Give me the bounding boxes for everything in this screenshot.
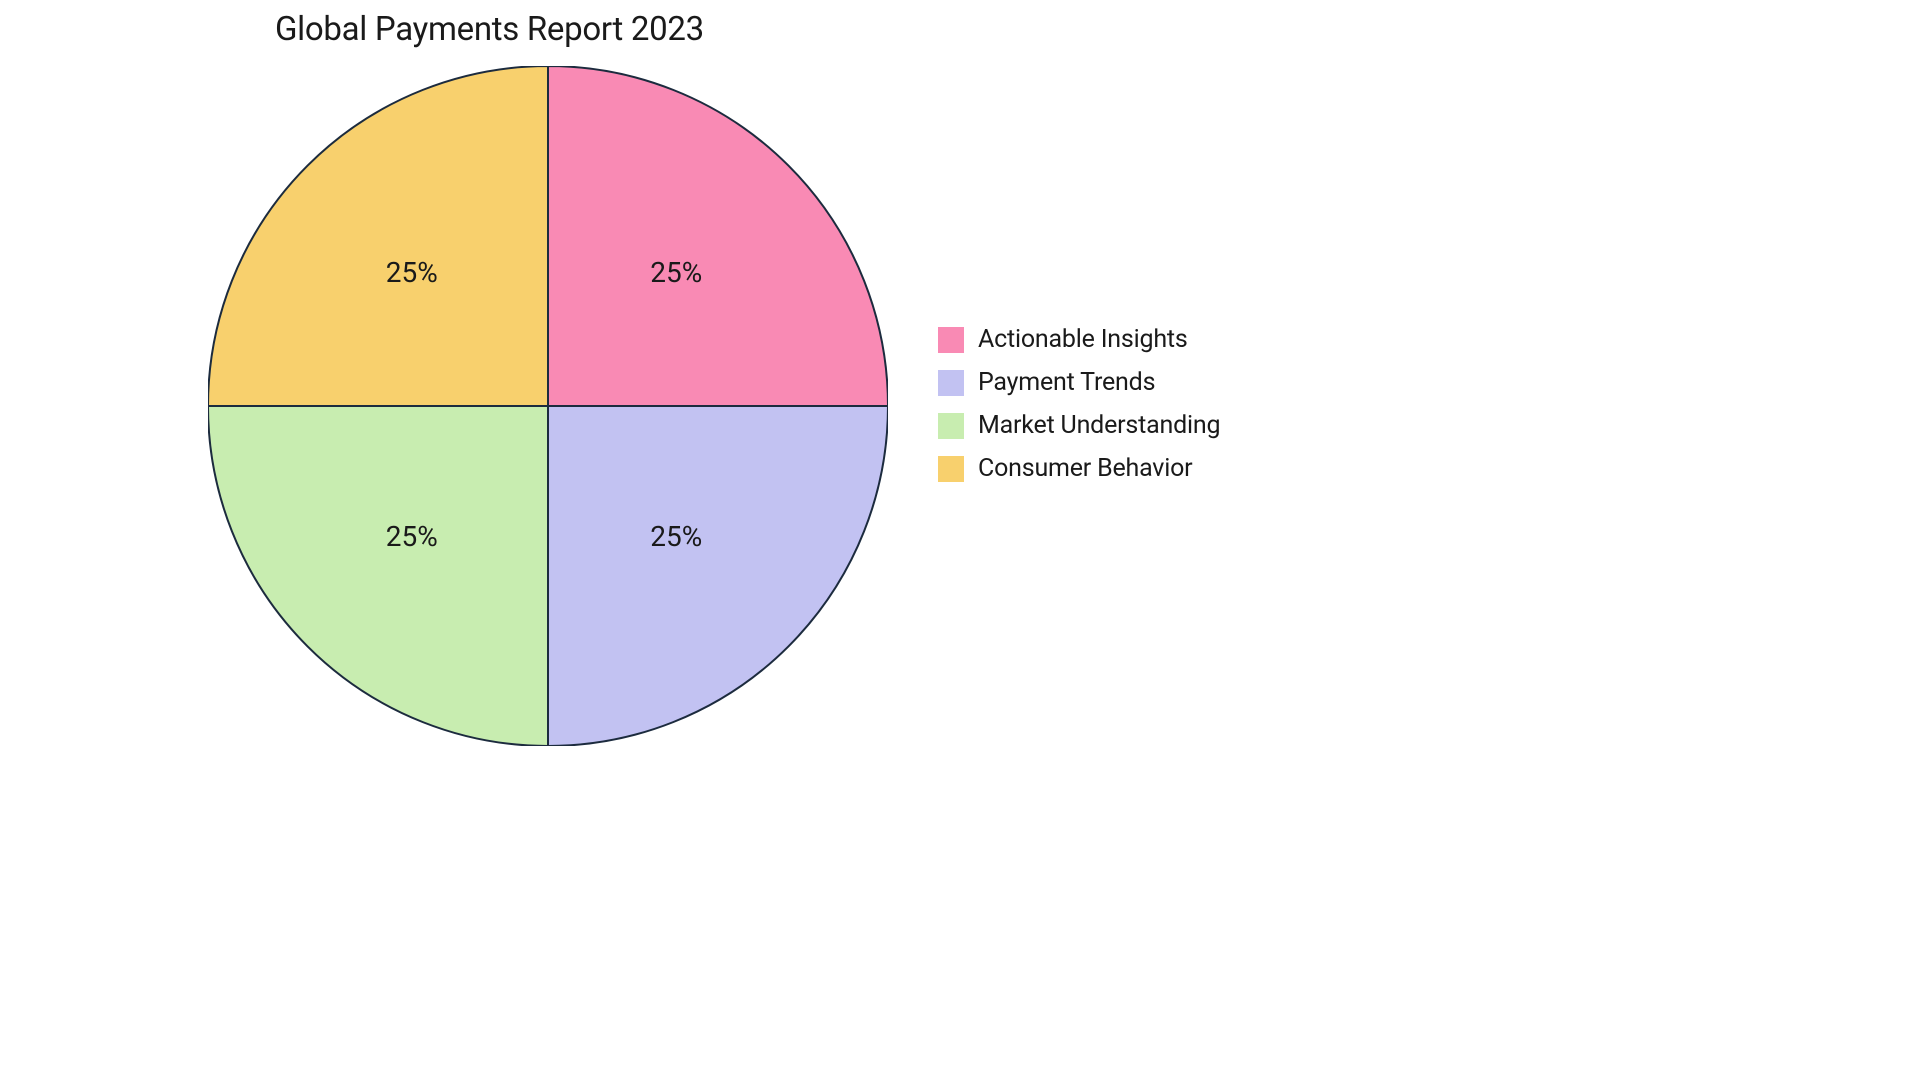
pie-chart: Global Payments Report 2023 25% 25% 25% 25%…	[0, 0, 1456, 816]
legend-label: Consumer Behavior	[978, 454, 1192, 483]
legend-item: Consumer Behavior	[938, 454, 1220, 483]
slice-label: 25%	[650, 256, 702, 289]
legend-item: Actionable Insights	[938, 325, 1220, 354]
legend-item: Market Understanding	[938, 411, 1220, 440]
legend-label: Payment Trends	[978, 368, 1155, 397]
pie-slice	[208, 406, 548, 746]
pie-svg	[208, 66, 888, 746]
legend: Actionable Insights Payment Trends Market …	[938, 325, 1220, 483]
slice-label: 25%	[386, 520, 438, 553]
legend-item: Payment Trends	[938, 368, 1220, 397]
legend-label: Market Understanding	[978, 411, 1220, 440]
chart-title: Global Payments Report 2023	[275, 10, 704, 49]
legend-swatch	[938, 327, 964, 353]
slice-label: 25%	[386, 256, 438, 289]
pie-slice	[548, 66, 888, 406]
legend-label: Actionable Insights	[978, 325, 1188, 354]
slice-label: 25%	[650, 520, 702, 553]
pie-slice	[548, 406, 888, 746]
legend-swatch	[938, 413, 964, 439]
legend-swatch	[938, 456, 964, 482]
pie-slice	[208, 66, 548, 406]
legend-swatch	[938, 370, 964, 396]
